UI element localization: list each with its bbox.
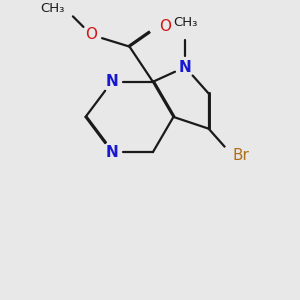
Circle shape <box>149 17 168 35</box>
Circle shape <box>103 72 121 91</box>
Circle shape <box>82 26 101 44</box>
Text: N: N <box>179 60 191 75</box>
Circle shape <box>176 58 194 76</box>
Text: O: O <box>85 27 98 42</box>
Text: Br: Br <box>232 148 249 163</box>
Circle shape <box>223 146 242 164</box>
Text: CH₃: CH₃ <box>40 2 65 15</box>
Text: O: O <box>159 19 171 34</box>
Circle shape <box>103 143 121 161</box>
Text: CH₃: CH₃ <box>173 16 197 29</box>
Text: N: N <box>106 74 118 89</box>
Text: N: N <box>106 145 118 160</box>
